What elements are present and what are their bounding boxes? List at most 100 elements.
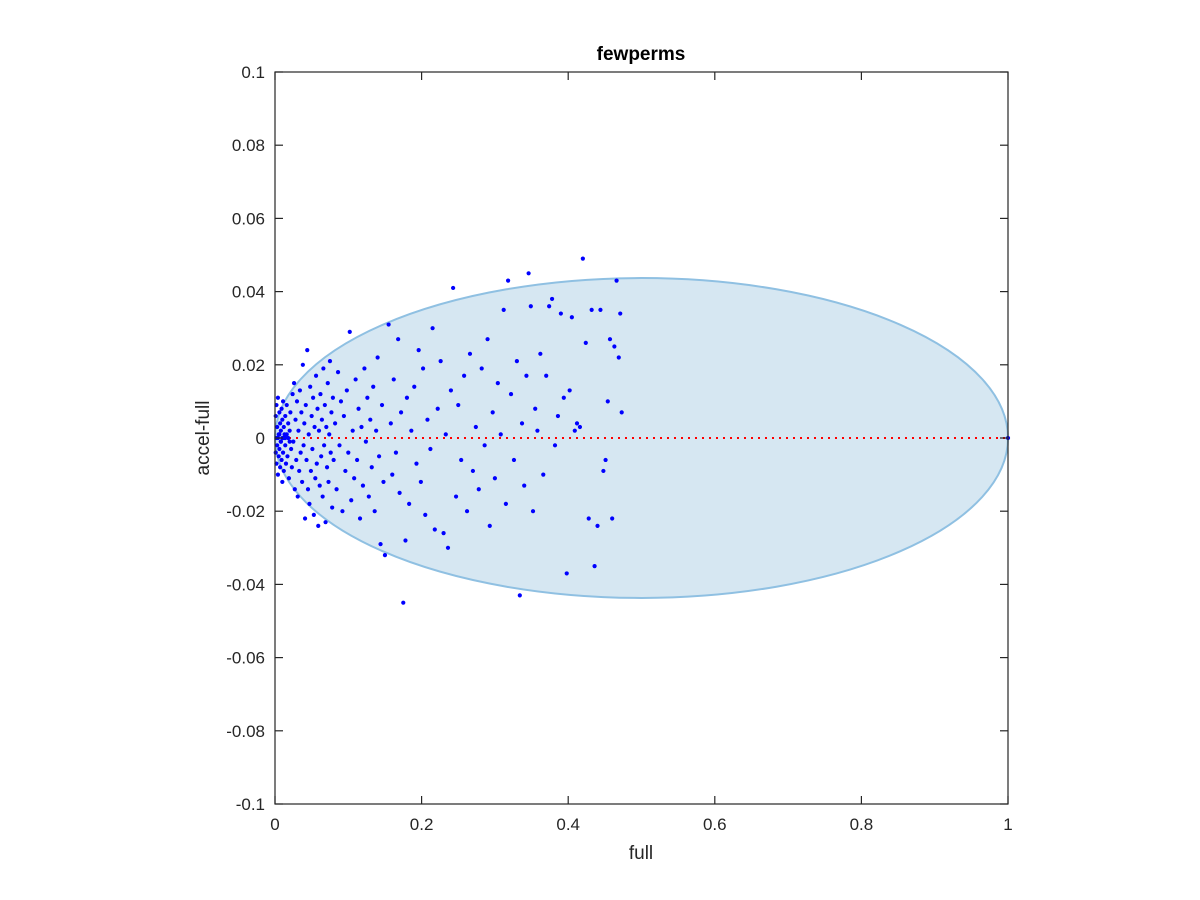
y-tick-label: -0.02 — [226, 502, 265, 521]
data-point — [396, 337, 401, 342]
data-point — [283, 443, 288, 448]
data-point — [324, 465, 330, 470]
data-point — [280, 399, 286, 404]
y-tick-label: 0.1 — [241, 63, 265, 82]
data-point — [583, 340, 588, 345]
data-point — [528, 304, 533, 309]
data-point — [487, 523, 492, 528]
data-point — [605, 399, 610, 404]
data-point — [393, 450, 399, 455]
data-point — [289, 446, 294, 452]
data-point — [547, 304, 552, 309]
data-point — [301, 443, 306, 448]
data-point — [280, 417, 285, 422]
data-point — [275, 395, 281, 400]
data-point — [479, 366, 484, 371]
data-point — [285, 454, 290, 459]
data-point — [618, 311, 623, 316]
data-point — [589, 307, 594, 312]
data-point — [277, 410, 282, 415]
data-point — [505, 278, 511, 283]
data-point — [577, 424, 583, 430]
data-point — [331, 457, 336, 463]
data-point — [407, 501, 412, 506]
data-point — [283, 413, 288, 419]
data-point — [273, 413, 278, 419]
data-point — [324, 424, 329, 430]
data-point — [482, 443, 487, 448]
data-point — [293, 417, 298, 422]
data-point — [319, 454, 324, 459]
data-point — [592, 564, 597, 569]
data-point — [325, 381, 330, 386]
data-point — [414, 461, 419, 466]
data-point — [275, 424, 280, 430]
data-point — [601, 468, 606, 474]
data-point — [485, 337, 490, 342]
data-point — [311, 395, 316, 400]
data-point — [341, 413, 347, 419]
data-point — [544, 373, 549, 378]
data-point — [335, 370, 341, 375]
data-point — [535, 428, 540, 433]
data-point — [291, 439, 296, 444]
data-point — [290, 391, 295, 397]
data-point — [362, 366, 367, 371]
data-point — [278, 439, 283, 444]
data-point — [448, 388, 454, 393]
data-point — [297, 468, 302, 474]
data-point — [432, 527, 437, 532]
data-point — [378, 542, 383, 547]
data-point — [297, 388, 303, 393]
data-point — [401, 600, 406, 605]
data-point — [501, 307, 506, 312]
data-point — [462, 373, 467, 378]
data-point — [294, 399, 300, 404]
data-point — [306, 432, 311, 437]
x-tick-label: 0 — [270, 815, 279, 834]
x-tick-label: 0.4 — [556, 815, 580, 834]
data-point — [286, 435, 291, 441]
data-point — [425, 417, 430, 422]
data-point — [612, 344, 617, 349]
data-point — [418, 479, 423, 485]
data-point — [603, 457, 608, 463]
data-point — [279, 406, 284, 411]
data-point — [278, 465, 283, 470]
data-point — [295, 494, 300, 499]
data-point — [412, 384, 417, 389]
data-point — [313, 373, 319, 378]
data-point — [514, 359, 519, 364]
data-point — [330, 395, 336, 400]
data-point — [347, 329, 352, 334]
data-point — [344, 388, 349, 393]
data-point — [352, 476, 357, 481]
data-point — [416, 348, 421, 353]
data-point — [291, 381, 297, 386]
data-point — [316, 428, 322, 433]
data-point — [473, 424, 478, 430]
chart-title: fewperms — [597, 44, 686, 65]
data-point — [508, 391, 514, 397]
data-point — [354, 457, 360, 463]
data-point — [443, 432, 448, 437]
data-point — [321, 366, 326, 371]
data-point — [490, 410, 495, 415]
data-point — [467, 351, 473, 356]
y-tick-label: 0.06 — [232, 209, 265, 228]
data-point — [289, 465, 294, 470]
data-point — [279, 457, 284, 463]
data-point — [574, 421, 580, 426]
data-point — [552, 443, 558, 448]
x-tick-label: 0.6 — [703, 815, 727, 834]
data-point — [423, 512, 428, 517]
data-point — [619, 410, 624, 415]
data-point — [356, 406, 361, 411]
data-point — [567, 388, 572, 393]
data-point — [302, 421, 307, 426]
data-point — [580, 256, 585, 261]
data-point — [456, 402, 461, 408]
y-tick-label: 0 — [256, 429, 265, 448]
data-point — [280, 479, 285, 485]
